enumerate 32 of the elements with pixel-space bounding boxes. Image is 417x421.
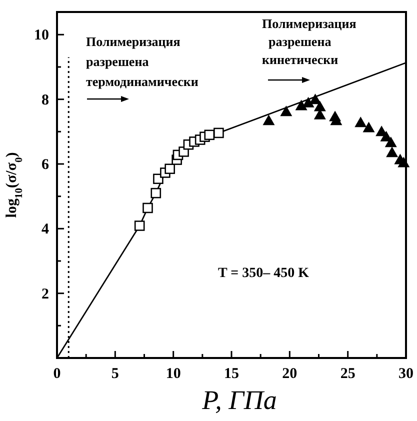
point — [386, 146, 398, 158]
point — [295, 100, 308, 110]
annotation: T = 350– 450 K — [218, 266, 310, 281]
x-tick-label: 20 — [282, 366, 298, 382]
x-tick-label: 10 — [166, 366, 181, 382]
x-tick-label: 30 — [398, 366, 414, 382]
x-axis-title: P, ГПа — [201, 385, 277, 415]
annotation: Полимеризация разрешена кинетически — [262, 16, 356, 67]
y-tick-label: 8 — [42, 92, 49, 108]
x-tick-label: 5 — [111, 366, 119, 382]
point — [384, 136, 397, 148]
y-tick-label: 10 — [34, 28, 49, 44]
x-tick-label: 25 — [340, 366, 356, 382]
point — [134, 220, 145, 231]
point — [150, 188, 162, 198]
annotation: Полимеризация разрешена термодинамически — [86, 34, 199, 89]
point — [164, 164, 175, 174]
point — [280, 106, 292, 116]
y-tick-label: 2 — [42, 286, 49, 302]
point — [362, 122, 375, 132]
point — [314, 100, 326, 112]
point — [262, 114, 275, 126]
point — [398, 156, 410, 168]
point — [142, 202, 153, 214]
point — [214, 128, 224, 138]
point — [309, 94, 322, 104]
y-tick-label: 4 — [42, 222, 50, 238]
point — [354, 116, 367, 128]
x-tick-label: 0 — [53, 366, 61, 382]
x-tick-label: 15 — [224, 366, 239, 382]
y-tick-label: 6 — [42, 156, 50, 173]
point — [204, 130, 215, 140]
